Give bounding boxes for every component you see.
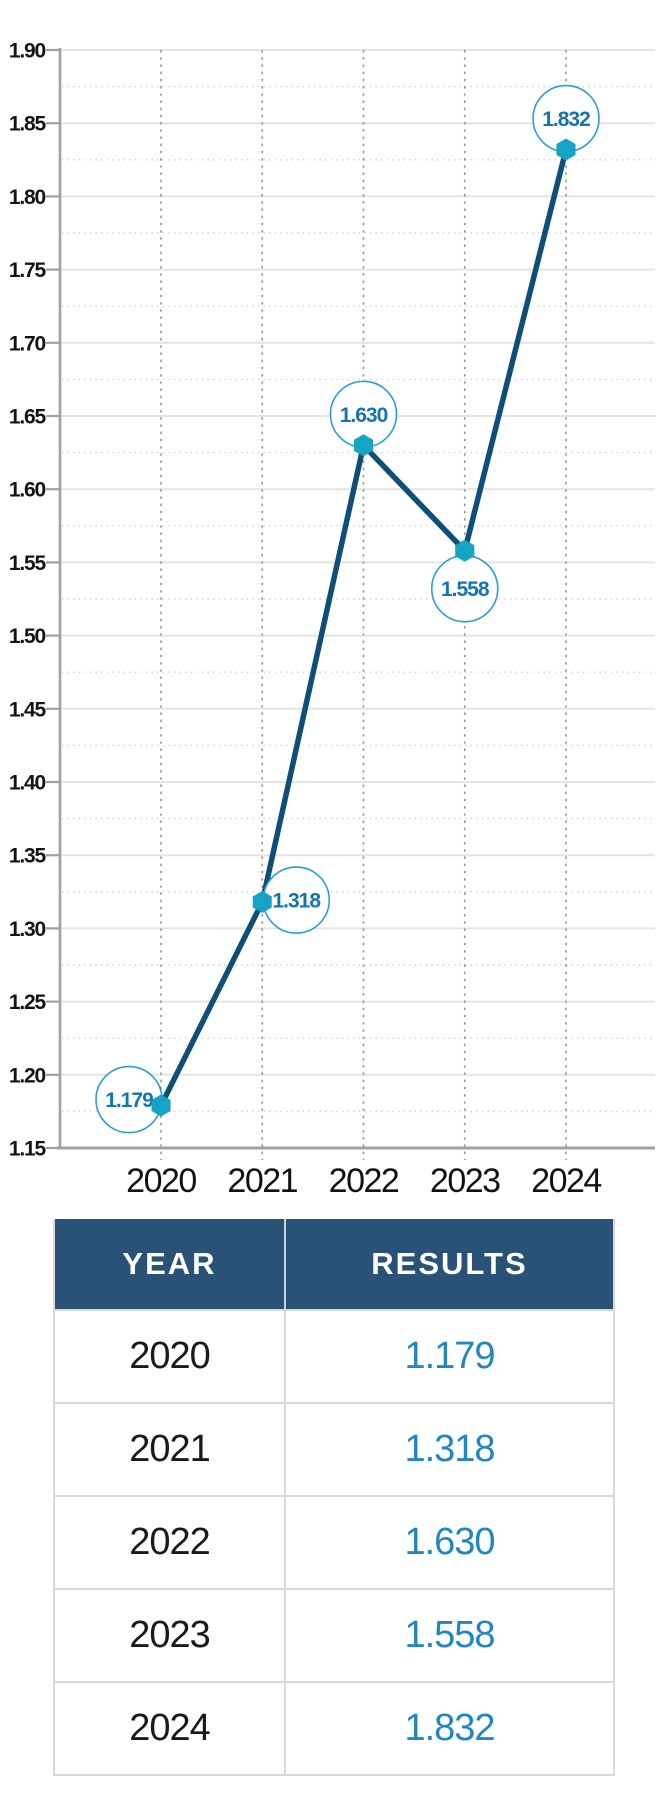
line-chart-canvas: 1.90 1.85 1.80 1.75 1.70 1.65 1.60 1.55 1.50 1.45… [9, 40, 655, 1200]
results-table: YEAR RESULTS 2020 1.179 2021 1.318 2022 1.630… [53, 1219, 615, 1776]
x-axis-label: 2022 [329, 1162, 399, 1200]
results-table-header: YEAR RESULTS [54, 1219, 614, 1310]
result-cell: 1.630 [284, 1495, 614, 1589]
y-axis-label: 1.85 [9, 113, 47, 136]
y-axis-label: 1.30 [9, 918, 46, 941]
year-cell: 2022 [54, 1495, 285, 1589]
y-axis-label: 1.80 [9, 186, 46, 209]
data-label: 1.558 [441, 578, 490, 601]
y-axis-label: 1.55 [9, 552, 47, 575]
y-axis-label: 1.60 [9, 479, 46, 502]
year-column-header: YEAR [54, 1219, 285, 1310]
y-axis-label: 1.20 [9, 1064, 46, 1087]
data-point-marker [151, 1094, 171, 1117]
data-label: 1.630 [340, 404, 388, 427]
results-column-header: RESULTS [284, 1219, 614, 1310]
year-cell: 2023 [54, 1588, 285, 1682]
y-axis-label: 1.15 [9, 1138, 47, 1161]
header-row: YEAR RESULTS [54, 1219, 614, 1310]
result-cell: 1.179 [284, 1309, 614, 1403]
y-axis-label: 1.90 [9, 40, 46, 63]
table-row: 2023 1.558 [54, 1588, 614, 1682]
y-axis-label: 1.35 [9, 845, 47, 868]
data-point-marker [252, 891, 272, 914]
x-axis-label: 2020 [126, 1162, 196, 1200]
year-cell: 2024 [54, 1681, 285, 1775]
data-point-marker [556, 138, 576, 161]
table-row: 2021 1.318 [54, 1402, 614, 1496]
results-table-body: 2020 1.179 2021 1.318 2022 1.630 2023 1.558 2024… [54, 1309, 614, 1775]
result-cell: 1.318 [284, 1402, 614, 1496]
y-axis-label: 1.40 [9, 772, 46, 795]
year-cell: 2020 [54, 1309, 285, 1403]
data-label: 1.179 [105, 1089, 153, 1112]
data-label: 1.832 [542, 108, 590, 131]
y-axis-label: 1.75 [9, 259, 47, 282]
y-axis-label: 1.45 [9, 698, 47, 721]
y-axis-label: 1.50 [9, 625, 46, 648]
x-axis-label: 2024 [531, 1162, 601, 1200]
table-row: 2020 1.179 [54, 1309, 614, 1403]
table-row: 2024 1.832 [54, 1681, 614, 1775]
year-cell: 2021 [54, 1402, 285, 1496]
y-axis-label: 1.70 [9, 332, 46, 355]
x-axis-label: 2023 [430, 1162, 500, 1200]
data-point-marker [455, 539, 475, 562]
data-label: 1.318 [272, 890, 321, 913]
y-axis-label: 1.25 [9, 991, 47, 1014]
x-axis-label: 2021 [227, 1162, 297, 1200]
results-line-chart: 1.90 1.85 1.80 1.75 1.70 1.65 1.60 1.55 1.50 1.45… [9, 40, 655, 1200]
data-point-marker [353, 434, 374, 457]
result-cell: 1.832 [284, 1681, 614, 1775]
table-row: 2022 1.630 [54, 1495, 614, 1589]
y-axis-label: 1.65 [9, 406, 47, 429]
result-cell: 1.558 [284, 1588, 614, 1682]
